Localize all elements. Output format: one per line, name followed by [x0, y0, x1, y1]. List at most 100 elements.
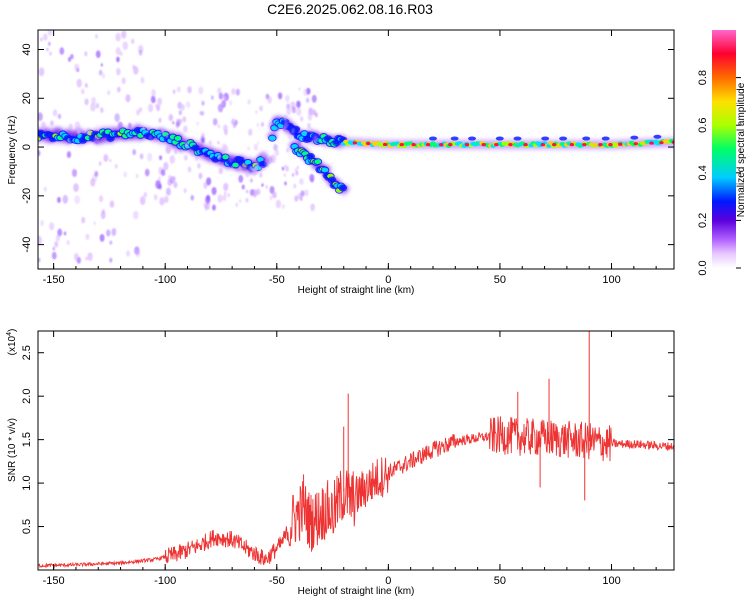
- noise-dot: [151, 89, 156, 97]
- noise-dot: [66, 138, 71, 144]
- x-tick-label: -50: [269, 274, 285, 286]
- noise-dot: [50, 120, 54, 127]
- noise-dot: [148, 135, 153, 141]
- noise-dot: [275, 199, 282, 209]
- spectrogram-frame: [37, 29, 675, 270]
- noise-dot: [117, 121, 123, 131]
- noise-dot: [119, 51, 123, 57]
- noise-dot: [159, 197, 165, 206]
- heat-edge: [601, 136, 610, 141]
- noise-dot: [164, 195, 169, 204]
- noise-dot: [296, 107, 302, 116]
- noise-dot: [174, 148, 178, 155]
- noise-dot: [212, 204, 216, 211]
- noise-dot: [139, 153, 144, 160]
- noise-dot: [198, 86, 204, 95]
- noise-dot: [309, 127, 314, 134]
- colorbar-label: Normalized spectral amplitude: [736, 82, 747, 217]
- noise-dot: [49, 51, 52, 56]
- noise-dot: [99, 234, 105, 242]
- noise-dot: [221, 101, 225, 107]
- snr-line: [38, 416, 674, 569]
- noise-dot: [287, 132, 293, 141]
- y-tick-label: -40: [21, 237, 33, 253]
- heat-core: [222, 154, 229, 160]
- noise-dot: [224, 129, 228, 136]
- noise-dot: [38, 67, 45, 77]
- noise-dot: [163, 161, 169, 171]
- noise-dot: [217, 141, 220, 145]
- noise-dot: [239, 199, 242, 203]
- y-tick-label: 0.5: [21, 519, 33, 534]
- noise-dot: [73, 252, 79, 261]
- noise-dot: [296, 100, 301, 109]
- heat-edge: [468, 136, 477, 141]
- noise-dot: [224, 191, 227, 196]
- noise-dot: [231, 118, 236, 125]
- noise-dot: [55, 234, 61, 242]
- noise-dot: [59, 47, 65, 55]
- heat-peak: [448, 143, 453, 147]
- noise-dot: [186, 101, 191, 108]
- x-tick-label: -150: [43, 575, 65, 587]
- noise-dot: [296, 165, 299, 170]
- noise-dot: [85, 256, 88, 261]
- noise-dot: [305, 97, 310, 103]
- noise-dot: [80, 88, 85, 95]
- noise-dot: [52, 246, 55, 251]
- x-tick-label: -100: [154, 274, 176, 286]
- noise-dot: [73, 183, 79, 192]
- heat-edge: [428, 136, 437, 141]
- noise-dot: [281, 166, 285, 171]
- noise-dot: [187, 166, 192, 173]
- noise-dot: [201, 132, 205, 139]
- colorbar-tick-label: 0.8: [697, 70, 709, 85]
- heat-peak: [411, 143, 416, 147]
- noise-dot: [238, 165, 241, 170]
- noise-dot: [70, 53, 74, 60]
- heat-edge: [559, 136, 568, 141]
- noise-dot: [284, 181, 287, 186]
- noise-dot: [309, 173, 315, 182]
- heat-core: [324, 136, 332, 142]
- noise-dot: [252, 191, 257, 198]
- noise-dot: [180, 103, 185, 111]
- noise-dot: [187, 86, 192, 94]
- noise-dot: [303, 88, 308, 96]
- noise-dot: [109, 240, 113, 245]
- heat-peak: [508, 143, 513, 147]
- noise-dot: [257, 141, 260, 145]
- noise-dot: [196, 121, 199, 126]
- noise-dot: [182, 116, 187, 123]
- noise-dot: [283, 114, 288, 121]
- noise-dot: [227, 193, 230, 198]
- heat-core: [257, 157, 264, 163]
- heat-peak: [540, 143, 546, 147]
- noise-dot: [208, 140, 212, 146]
- noise-dot: [238, 175, 244, 183]
- noise-dot: [158, 176, 161, 181]
- noise-dot: [204, 203, 209, 211]
- colorbar-tick-label: 0.0: [697, 260, 709, 275]
- noise-dot: [165, 134, 168, 138]
- noise-dot: [190, 194, 195, 201]
- noise-dot: [57, 196, 61, 203]
- heat-peak: [352, 141, 358, 145]
- x-tick-label: 100: [602, 274, 620, 286]
- noise-dot: [206, 177, 212, 186]
- heat-peak: [438, 143, 444, 147]
- noise-dot: [245, 197, 249, 203]
- noise-dot: [63, 231, 67, 236]
- noise-dot: [84, 83, 88, 88]
- heat-peak: [582, 143, 587, 147]
- noise-dot: [85, 233, 90, 240]
- noise-dot: [300, 116, 304, 122]
- noise-dot: [313, 135, 318, 143]
- y-tick-label: -20: [21, 188, 33, 204]
- noise-dot: [222, 144, 229, 154]
- noise-dot: [150, 95, 156, 104]
- heat-peak: [382, 142, 388, 147]
- heat-peak: [649, 141, 654, 145]
- noise-dot: [259, 105, 263, 112]
